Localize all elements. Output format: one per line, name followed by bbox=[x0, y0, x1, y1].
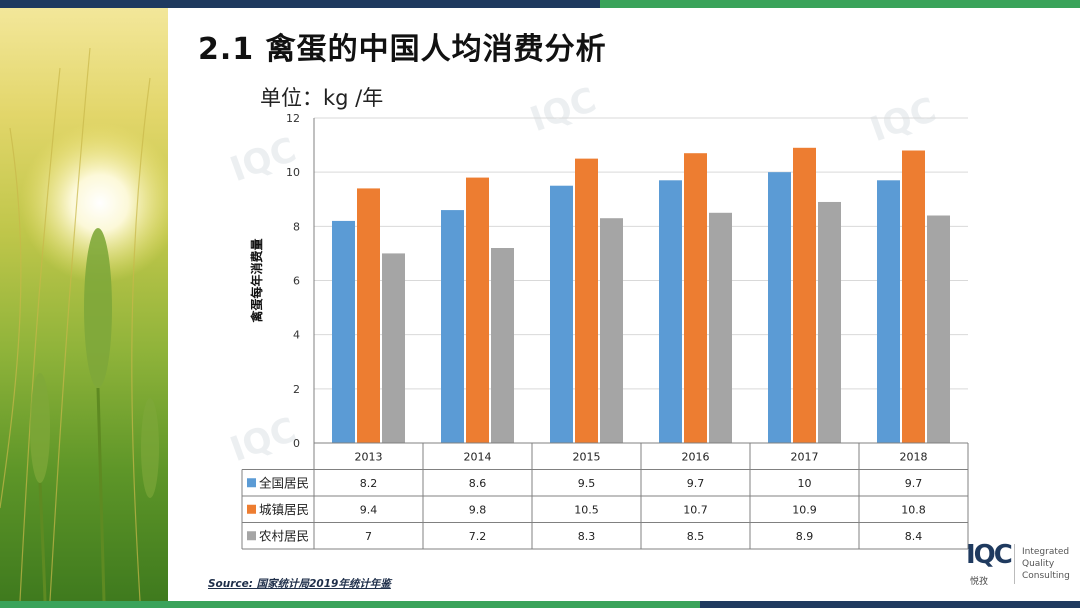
y-tick-label: 4 bbox=[293, 329, 300, 342]
logo-divider bbox=[1014, 544, 1015, 584]
bar bbox=[441, 210, 464, 443]
bar bbox=[332, 220, 355, 443]
bar bbox=[357, 188, 380, 443]
wheat-illustration bbox=[0, 47, 168, 601]
y-tick-label: 12 bbox=[286, 112, 300, 125]
x-tick-label: 2018 bbox=[900, 450, 928, 463]
bottom-accent-bar-green bbox=[0, 601, 700, 608]
bar bbox=[877, 180, 900, 443]
data-label: 7 bbox=[365, 530, 372, 543]
wheat-ear-main bbox=[84, 228, 112, 388]
bar bbox=[659, 180, 682, 443]
legend-label: 农村居民 bbox=[259, 528, 309, 543]
bar bbox=[684, 153, 707, 444]
x-tick-label: 2014 bbox=[464, 450, 492, 463]
data-label: 8.6 bbox=[469, 477, 487, 490]
y-tick-label: 8 bbox=[293, 220, 300, 233]
bar bbox=[709, 212, 732, 443]
data-label: 7.2 bbox=[469, 530, 487, 543]
bar bbox=[382, 253, 405, 443]
data-label: 10 bbox=[798, 477, 812, 490]
data-label: 10.5 bbox=[574, 503, 599, 516]
legend-swatch bbox=[247, 504, 256, 514]
unit-label: 单位：kg /年 bbox=[260, 86, 384, 110]
data-label: 8.3 bbox=[578, 530, 596, 543]
bar bbox=[550, 185, 573, 444]
legend-swatch bbox=[247, 478, 256, 488]
company-logo: IQC 悦孜 Integrated Quality Consulting bbox=[962, 540, 1072, 588]
bar bbox=[927, 215, 950, 443]
bar bbox=[818, 201, 841, 443]
bar bbox=[768, 172, 791, 443]
logo-line-3: Consulting bbox=[1022, 571, 1070, 581]
data-label: 9.7 bbox=[905, 477, 923, 490]
data-label: 10.8 bbox=[901, 503, 926, 516]
bottom-accent-bar-dark bbox=[700, 601, 1080, 608]
legend-swatch bbox=[247, 531, 256, 541]
logo-line-1: Integrated bbox=[1022, 547, 1070, 557]
data-label: 9.5 bbox=[578, 477, 596, 490]
data-label: 10.9 bbox=[792, 503, 817, 516]
sun-glow bbox=[20, 123, 168, 283]
y-tick-label: 0 bbox=[293, 437, 300, 450]
logo-line-2: Quality bbox=[1022, 559, 1055, 569]
wheat-sunrise-photo bbox=[0, 8, 168, 601]
logo-cn-name: 悦孜 bbox=[970, 577, 989, 587]
bar bbox=[902, 150, 925, 443]
bar bbox=[466, 177, 489, 444]
data-label: 8.2 bbox=[360, 477, 378, 490]
bar bbox=[575, 158, 598, 443]
data-label: 8.5 bbox=[687, 530, 705, 543]
top-accent-bar-dark bbox=[0, 0, 600, 8]
x-tick-label: 2017 bbox=[791, 450, 819, 463]
bar bbox=[491, 248, 514, 443]
x-tick-label: 2015 bbox=[573, 450, 601, 463]
source-note: Source: 国家统计局2019年统计年鉴 bbox=[208, 578, 391, 590]
y-tick-label: 2 bbox=[293, 383, 300, 396]
legend-label: 城镇居民 bbox=[259, 502, 309, 517]
slide-title: 2.1 禽蛋的中国人均消费分析 bbox=[198, 32, 607, 67]
data-label: 8.9 bbox=[796, 530, 814, 543]
bar bbox=[600, 218, 623, 443]
logo-text: Integrated Quality Consulting bbox=[1022, 546, 1070, 582]
legend-label: 全国居民 bbox=[259, 475, 309, 490]
logo-mark: IQC bbox=[966, 540, 1013, 570]
y-tick-label: 6 bbox=[293, 275, 300, 288]
bar bbox=[793, 147, 816, 443]
top-accent-bar-green bbox=[600, 0, 1080, 8]
y-axis-title: 禽蛋每年消费量 bbox=[249, 238, 264, 323]
y-tick-label: 10 bbox=[286, 166, 300, 179]
data-label: 10.7 bbox=[683, 503, 708, 516]
x-tick-label: 2013 bbox=[355, 450, 383, 463]
data-label: 9.4 bbox=[360, 503, 378, 516]
data-label: 8.4 bbox=[905, 530, 923, 543]
data-label: 9.8 bbox=[469, 503, 487, 516]
data-label: 9.7 bbox=[687, 477, 705, 490]
x-tick-label: 2016 bbox=[682, 450, 710, 463]
